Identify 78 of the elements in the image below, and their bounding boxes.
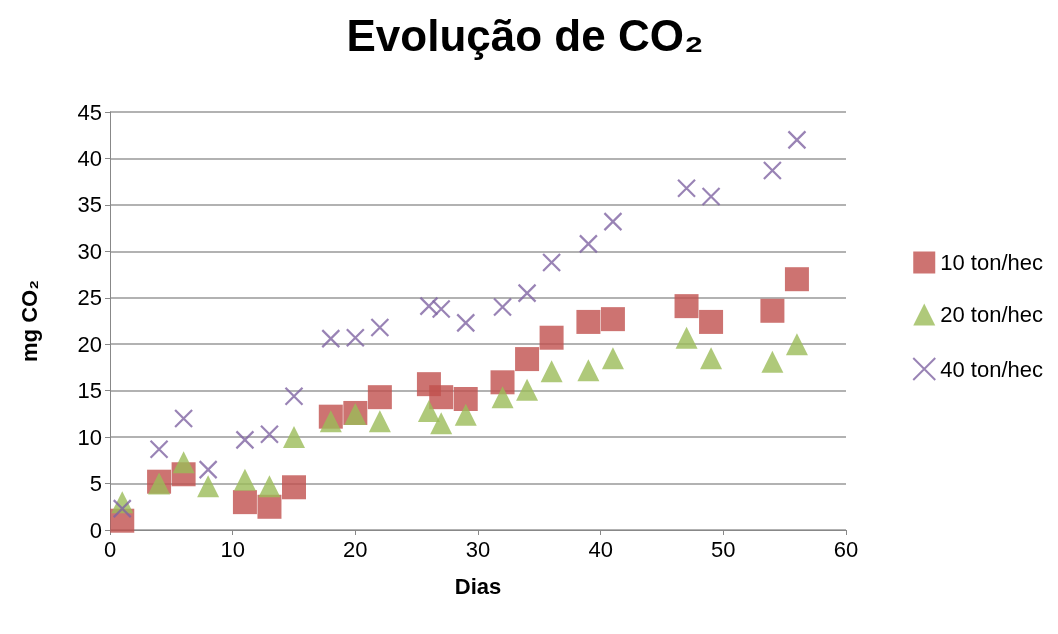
y-axis-title: mg CO₂: [16, 280, 42, 362]
point: [701, 186, 721, 207]
point: [232, 490, 257, 515]
point: [491, 386, 514, 409]
point: [233, 468, 256, 491]
point: [453, 387, 478, 412]
point: [540, 360, 563, 383]
x-tick-label: 10: [220, 536, 245, 562]
point: [198, 460, 218, 480]
point: [197, 475, 220, 498]
y-tick-label: 35: [77, 192, 102, 218]
y-tick-label: 5: [89, 471, 102, 497]
legend-label: 40 ton/hec: [940, 356, 1043, 382]
point: [601, 347, 624, 370]
y-tick-label: 30: [77, 238, 102, 264]
point: [257, 494, 282, 519]
point: [515, 347, 540, 372]
point: [517, 283, 537, 303]
point: [600, 307, 625, 332]
point: [321, 329, 341, 349]
point: [700, 347, 723, 370]
x-tick-label: 20: [343, 536, 368, 562]
point: [492, 297, 513, 317]
point: [576, 309, 601, 334]
point: [345, 328, 365, 348]
point: [762, 160, 782, 181]
point: [578, 234, 598, 254]
legend-label: 10 ton/hec: [940, 250, 1043, 275]
point: [490, 370, 515, 395]
point: [675, 326, 698, 349]
x-tick-label: 50: [711, 536, 736, 562]
point: [603, 212, 623, 232]
y-tick-label: 25: [77, 285, 102, 311]
point: [259, 424, 280, 444]
legend-label: 20 ton/hec: [940, 302, 1043, 327]
point: [429, 385, 454, 410]
chart-title: Evolução de CO₂: [346, 10, 704, 60]
point: [454, 403, 477, 426]
point: [785, 333, 808, 356]
point: [787, 130, 807, 150]
point: [456, 313, 476, 333]
point: [760, 298, 785, 323]
point: [761, 350, 784, 373]
point: [368, 410, 391, 433]
point: [235, 430, 255, 450]
y-tick-label: 10: [77, 424, 102, 450]
y-tick-label: 15: [77, 378, 102, 404]
point: [676, 178, 697, 198]
point: [516, 378, 539, 401]
y-tick-label: 0: [89, 517, 102, 543]
point: [784, 267, 809, 292]
point: [284, 386, 304, 406]
point: [282, 475, 306, 500]
y-tick-label: 40: [77, 145, 102, 171]
x-tick-label: 30: [465, 536, 491, 562]
point: [367, 385, 392, 410]
point: [319, 410, 342, 433]
point: [417, 400, 440, 423]
point: [539, 325, 564, 350]
point: [172, 451, 195, 474]
x-tick-label: 40: [588, 536, 613, 562]
point: [542, 252, 562, 273]
point: [419, 296, 439, 316]
point: [431, 299, 451, 319]
point: [149, 439, 169, 459]
point: [174, 408, 194, 429]
x-tick-label: 60: [833, 536, 859, 562]
y-tick-label: 45: [77, 99, 102, 125]
point: [699, 309, 724, 334]
point: [674, 294, 699, 319]
point: [430, 412, 453, 435]
point: [283, 426, 305, 449]
y-tick-label: 20: [77, 331, 102, 357]
point: [370, 317, 390, 338]
point: [577, 359, 600, 382]
x-axis-title: Dias: [454, 573, 502, 599]
point: [112, 499, 132, 519]
point: [258, 475, 281, 498]
